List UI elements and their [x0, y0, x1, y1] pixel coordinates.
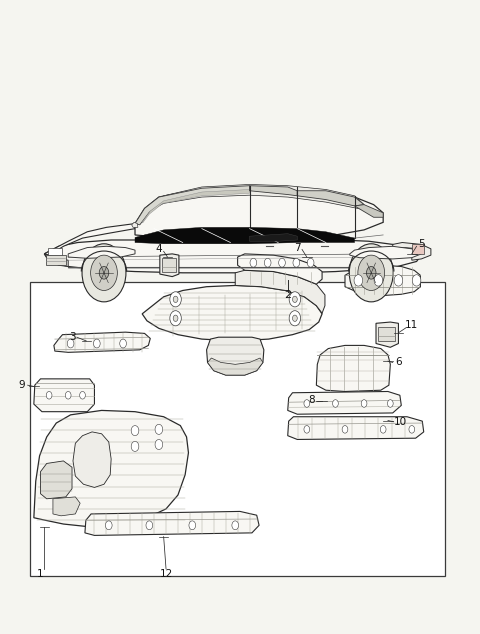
Polygon shape: [135, 186, 383, 239]
Circle shape: [349, 244, 393, 302]
Polygon shape: [44, 254, 68, 266]
Circle shape: [409, 425, 415, 433]
Circle shape: [155, 439, 163, 450]
Circle shape: [394, 275, 403, 286]
Circle shape: [173, 315, 178, 321]
Polygon shape: [142, 190, 250, 223]
Polygon shape: [154, 184, 364, 210]
Circle shape: [250, 258, 257, 267]
Polygon shape: [355, 205, 383, 217]
Polygon shape: [73, 432, 111, 488]
Circle shape: [342, 425, 348, 433]
Circle shape: [380, 425, 386, 433]
Circle shape: [67, 339, 74, 348]
Circle shape: [173, 296, 178, 302]
Text: 6: 6: [395, 358, 402, 368]
Text: 12: 12: [159, 569, 173, 579]
Circle shape: [82, 244, 126, 302]
Circle shape: [94, 339, 100, 348]
Circle shape: [146, 521, 153, 530]
Text: 3: 3: [69, 332, 75, 342]
Circle shape: [80, 391, 85, 399]
Circle shape: [358, 255, 384, 290]
Circle shape: [366, 266, 376, 279]
Polygon shape: [350, 246, 421, 259]
Circle shape: [374, 275, 383, 286]
Circle shape: [46, 391, 52, 399]
Bar: [48, 248, 62, 254]
Polygon shape: [345, 265, 420, 295]
Circle shape: [292, 296, 297, 302]
Circle shape: [354, 275, 363, 286]
Circle shape: [189, 521, 196, 530]
Circle shape: [361, 399, 367, 407]
Polygon shape: [206, 337, 264, 375]
Bar: [412, 244, 424, 254]
Circle shape: [131, 441, 139, 451]
Polygon shape: [393, 243, 431, 260]
Circle shape: [412, 275, 421, 286]
Polygon shape: [135, 186, 250, 225]
Text: 10: 10: [394, 417, 407, 427]
Polygon shape: [44, 224, 135, 255]
Circle shape: [289, 311, 300, 326]
Circle shape: [264, 258, 271, 267]
Polygon shape: [376, 322, 398, 347]
Text: 7: 7: [294, 243, 300, 252]
Circle shape: [307, 258, 314, 267]
Circle shape: [65, 391, 71, 399]
Polygon shape: [54, 332, 150, 353]
Circle shape: [170, 311, 181, 326]
Circle shape: [304, 399, 310, 407]
Text: 1: 1: [37, 569, 44, 579]
Circle shape: [387, 399, 393, 407]
Circle shape: [293, 258, 300, 267]
Polygon shape: [250, 234, 297, 242]
Bar: [378, 327, 395, 341]
Polygon shape: [44, 240, 421, 273]
Text: 8: 8: [308, 396, 315, 405]
Circle shape: [333, 399, 338, 407]
Circle shape: [292, 315, 297, 321]
Polygon shape: [288, 391, 401, 414]
Bar: [162, 257, 176, 271]
Polygon shape: [34, 379, 95, 411]
Bar: [30, 282, 445, 576]
Circle shape: [279, 258, 285, 267]
Circle shape: [289, 292, 300, 307]
Circle shape: [170, 292, 181, 307]
Circle shape: [131, 425, 139, 436]
Circle shape: [304, 425, 310, 433]
Circle shape: [232, 521, 239, 530]
Text: 2: 2: [284, 290, 291, 300]
Polygon shape: [207, 358, 263, 375]
Polygon shape: [53, 497, 80, 516]
Polygon shape: [40, 461, 72, 499]
Polygon shape: [142, 285, 322, 341]
Polygon shape: [288, 417, 424, 439]
Polygon shape: [85, 512, 259, 535]
Circle shape: [91, 255, 117, 290]
Text: 9: 9: [19, 380, 25, 390]
Polygon shape: [135, 228, 355, 244]
Circle shape: [99, 266, 109, 279]
Text: 4: 4: [156, 244, 162, 254]
Polygon shape: [316, 346, 390, 391]
Text: 11: 11: [405, 320, 419, 330]
Text: 5: 5: [418, 239, 425, 249]
Polygon shape: [34, 410, 189, 527]
Polygon shape: [297, 191, 364, 206]
Circle shape: [120, 339, 126, 348]
Polygon shape: [160, 254, 179, 276]
Polygon shape: [68, 246, 135, 258]
Circle shape: [106, 521, 112, 530]
Polygon shape: [238, 254, 322, 284]
Polygon shape: [132, 223, 138, 228]
Polygon shape: [235, 270, 325, 313]
Bar: [46, 254, 66, 264]
Polygon shape: [250, 186, 297, 196]
Circle shape: [155, 424, 163, 434]
